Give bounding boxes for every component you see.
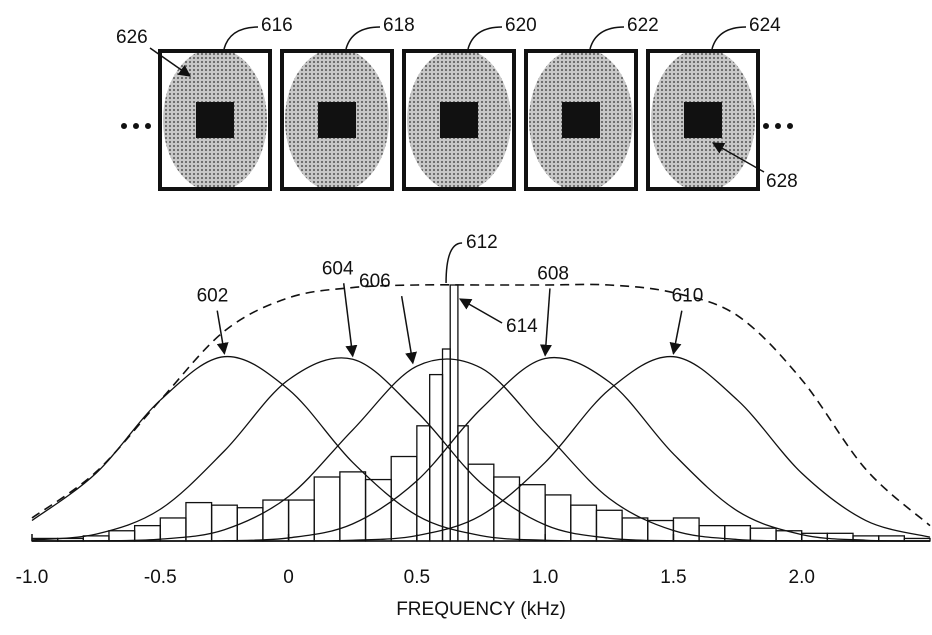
ref-numeral: 618 [383,15,415,36]
ref-numeral: 622 [627,15,659,36]
filter-curve [31,358,931,542]
histogram-bar [449,284,459,542]
pixel [196,102,234,138]
filter-curve [31,356,931,542]
histogram-bar [544,494,572,542]
x-tick-label: 1.0 [532,567,558,588]
histogram-bar [210,504,238,542]
filter-curve [31,356,931,542]
histogram-bar [313,476,341,542]
x-tick-label: -1.0 [16,567,49,588]
histogram-bar [108,530,136,542]
histogram-bar [429,373,444,542]
frame [280,49,394,191]
peak-label: 612 [466,232,498,253]
ref-numeral: 628 [766,171,798,192]
x-tick-label: 0 [283,567,294,588]
histogram-bar [647,519,675,542]
peak-arrow [459,298,503,324]
x-tick-label: 1.5 [660,567,686,588]
curve-arrow [669,310,683,355]
frame [524,49,638,191]
curve-label: 606 [359,271,391,292]
ref-numeral: 620 [505,15,537,36]
peak-leader [445,242,463,284]
histogram-bar [518,484,546,542]
curve-arrow [400,296,417,365]
callout-arrow [149,47,191,77]
histogram-bar [749,527,777,542]
leader [467,26,503,50]
histogram-bar [595,509,623,542]
filter-curve [31,357,930,542]
curve-arrow [539,288,552,357]
histogram-bar [133,524,161,542]
peak-label: 614 [506,316,538,337]
curve-label: 602 [197,286,229,307]
curve-arrow [342,283,358,358]
frame [646,49,760,191]
ref-numeral: 626 [116,27,148,48]
leader [223,26,259,50]
ref-numeral: 624 [749,15,781,36]
filter-curve [31,356,930,542]
histogram-bar [339,471,367,542]
histogram-bar [621,517,649,542]
callout-arrow [711,142,765,173]
histogram-bar [903,537,931,542]
x-tick-label: 0.5 [404,567,430,588]
pixel [318,102,356,138]
x-axis-label: FREQUENCY (kHz) [396,599,566,620]
x-tick-label: -0.5 [144,567,177,588]
leader [589,26,625,50]
histogram-bar [416,425,431,542]
leader [711,26,747,50]
ellipsis-right [763,123,793,129]
curve-arrow [216,310,229,355]
leader [345,26,381,50]
histogram-bar [57,537,84,542]
frame [158,49,272,191]
histogram-bar [775,530,803,542]
pixel [684,102,722,138]
ref-numeral: 616 [261,15,293,36]
histogram-bar [672,517,700,542]
x-tick-label: 2.0 [789,567,815,588]
histogram-bar [467,463,495,542]
envelope-line [31,283,931,527]
histogram-bar [236,507,264,542]
curve-label: 608 [537,263,569,284]
frame [402,49,516,191]
ellipsis-left [121,123,151,129]
pixel [562,102,600,138]
pixel [440,102,478,138]
curve-label: 604 [322,258,354,279]
